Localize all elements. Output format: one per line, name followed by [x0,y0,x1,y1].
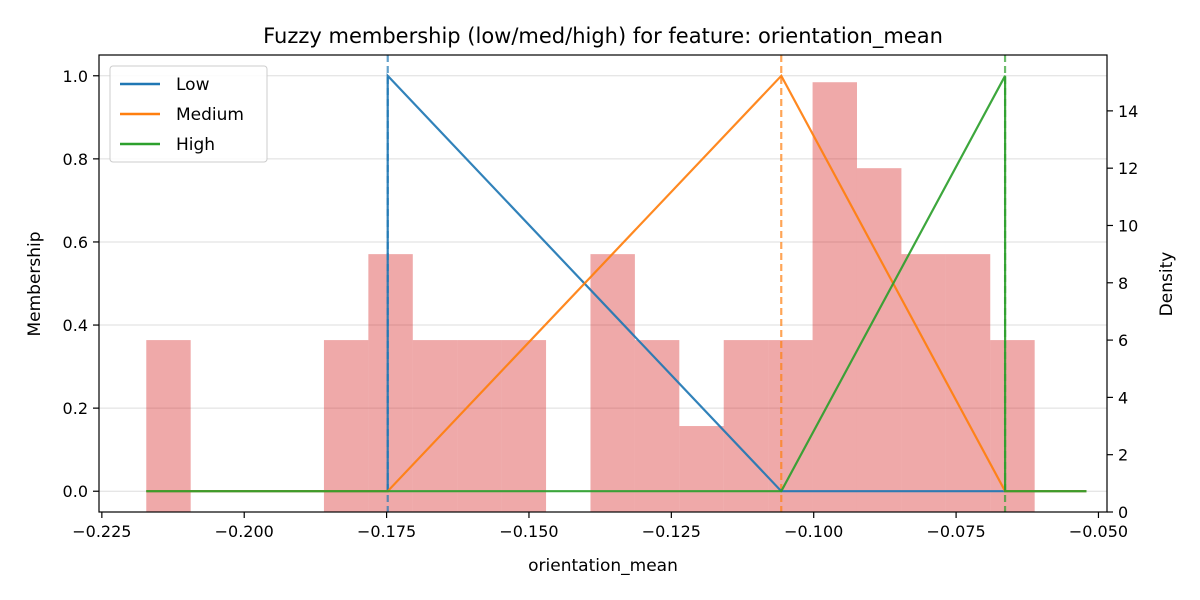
y-axis-label: Membership [25,231,45,336]
x-tick-label: −0.200 [215,522,274,541]
histogram-bar [856,168,902,513]
chart-title: Fuzzy membership (low/med/high) for feat… [263,24,943,49]
y-right-tick-label: 12 [1118,159,1138,178]
y-right-tick-label: 4 [1118,388,1128,407]
x-tick-label: −0.150 [499,522,558,541]
histogram-bar [323,340,369,512]
legend-box [109,65,268,163]
y-tick-label: 1.0 [63,67,88,86]
x-tick-label: −0.175 [357,522,416,541]
histogram-bar [723,340,769,512]
legend-entry: High [176,135,215,155]
histogram-bar [679,426,724,512]
y-axis-right-label: Density [1157,252,1177,317]
plot-area: −0.225 −0.200 −0.175 −0.150 −0.125 −0.100 −0.0… [63,54,1138,541]
histogram-bar [768,340,813,512]
histogram-bar [368,254,413,513]
histogram-bar [146,340,191,512]
x-tick-label: −0.100 [784,522,843,541]
histogram-bar [590,254,635,513]
axes-frame [98,54,1108,513]
histogram-bar [812,82,857,513]
y-tick-label: 0.4 [63,316,88,335]
legend-entry: Medium [176,105,244,125]
y-right-tick-label: 8 [1118,274,1128,293]
histogram-bar [634,340,680,512]
histogram-bar [990,340,1035,512]
y-tick-label: 0.8 [63,150,88,169]
series-line-high [146,75,1087,493]
y-right-tick-label: 2 [1118,446,1128,465]
y-right-tick-label: 14 [1118,102,1138,121]
legend-entry: Low [176,75,210,95]
y-right-tick-label: 6 [1118,331,1128,350]
y-tick-label: 0.2 [63,399,88,418]
histogram-bar [901,254,946,513]
x-tick-label: −0.050 [1069,522,1128,541]
y-tick-label: 0.6 [63,233,88,252]
x-tick-label: −0.125 [642,522,701,541]
y-right-tick-label: 10 [1118,216,1138,235]
histogram-bar [945,254,991,513]
x-tick-label: −0.075 [926,522,985,541]
y-right-tick-label: 0 [1118,503,1128,522]
x-tick-label: −0.225 [72,522,131,541]
histogram-bar [501,340,547,512]
y-tick-label: 0.0 [63,482,88,501]
histogram-bar [457,340,502,512]
x-axis-label: orientation_mean [528,556,678,576]
